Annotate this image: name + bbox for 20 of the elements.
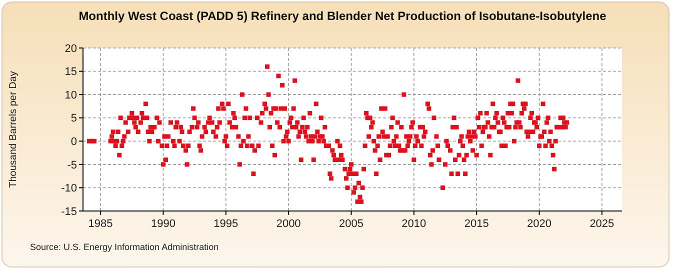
x-tick-label: 2025 bbox=[590, 218, 614, 230]
y-tick-label: 10 bbox=[64, 89, 77, 102]
x-tick-label: 2010 bbox=[402, 218, 426, 230]
x-tick-label: 1995 bbox=[214, 218, 238, 230]
chart-title: Monthly West Coast (PADD 5) Refinery and Blender Net Production of Isobutane-Isobutylene bbox=[78, 9, 607, 23]
source-note: Source: U.S. Energy Information Administration bbox=[30, 242, 219, 252]
y-axis-title: Thousand Barrels per Day bbox=[8, 71, 19, 188]
x-tick-label: 2015 bbox=[464, 218, 489, 230]
x-tick-label: 1990 bbox=[150, 218, 176, 230]
x-tick-label: 1985 bbox=[88, 218, 113, 230]
y-tick-label: -15 bbox=[61, 206, 77, 218]
x-tick-label: 2020 bbox=[527, 218, 552, 230]
x-tick-label: 2000 bbox=[276, 218, 301, 230]
x-tick-label: 2005 bbox=[339, 218, 364, 230]
y-tick-label: -5 bbox=[67, 159, 77, 172]
y-tick-label: 20 bbox=[64, 42, 77, 55]
y-tick-label: 5 bbox=[70, 112, 77, 125]
y-tick-label: 15 bbox=[64, 66, 77, 78]
y-tick-label: 0 bbox=[70, 136, 77, 148]
y-tick-label: -10 bbox=[61, 182, 77, 195]
